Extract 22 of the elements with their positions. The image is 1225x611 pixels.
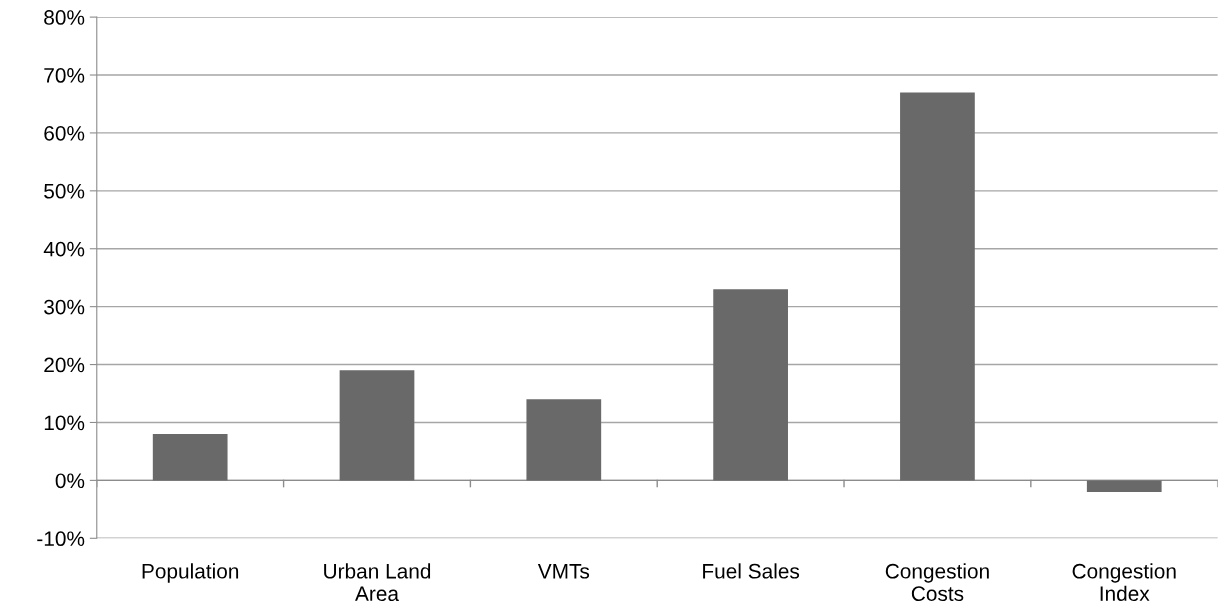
- bar: [1086, 480, 1162, 492]
- bar: [152, 434, 228, 481]
- x-tick-label: Urban Land Area: [324, 563, 431, 602]
- y-tick-label: -10%: [37, 531, 85, 547]
- bar: [526, 399, 602, 481]
- y-tick-label: 20%: [44, 357, 85, 373]
- x-tick-label: Congestion Index: [1072, 563, 1176, 602]
- y-tick-label: 70%: [44, 68, 85, 83]
- y-tick-label: 30%: [44, 299, 85, 315]
- y-tick-label: 10%: [44, 415, 85, 431]
- y-tick-label: 50%: [44, 183, 85, 199]
- bar: [339, 370, 415, 481]
- x-tick-label: Population: [142, 563, 239, 583]
- y-tick-label: 0%: [55, 473, 85, 489]
- bar: [713, 289, 788, 481]
- y-tick-label: 40%: [43, 241, 85, 257]
- x-tick-label: Fuel Sales: [703, 563, 800, 579]
- y-tick-label: 60%: [44, 125, 85, 141]
- bar: [900, 92, 975, 481]
- x-tick-label: Congestion Costs: [885, 563, 989, 602]
- y-tick-label: 80%: [44, 10, 85, 25]
- x-tick-label: VMTs: [537, 564, 590, 579]
